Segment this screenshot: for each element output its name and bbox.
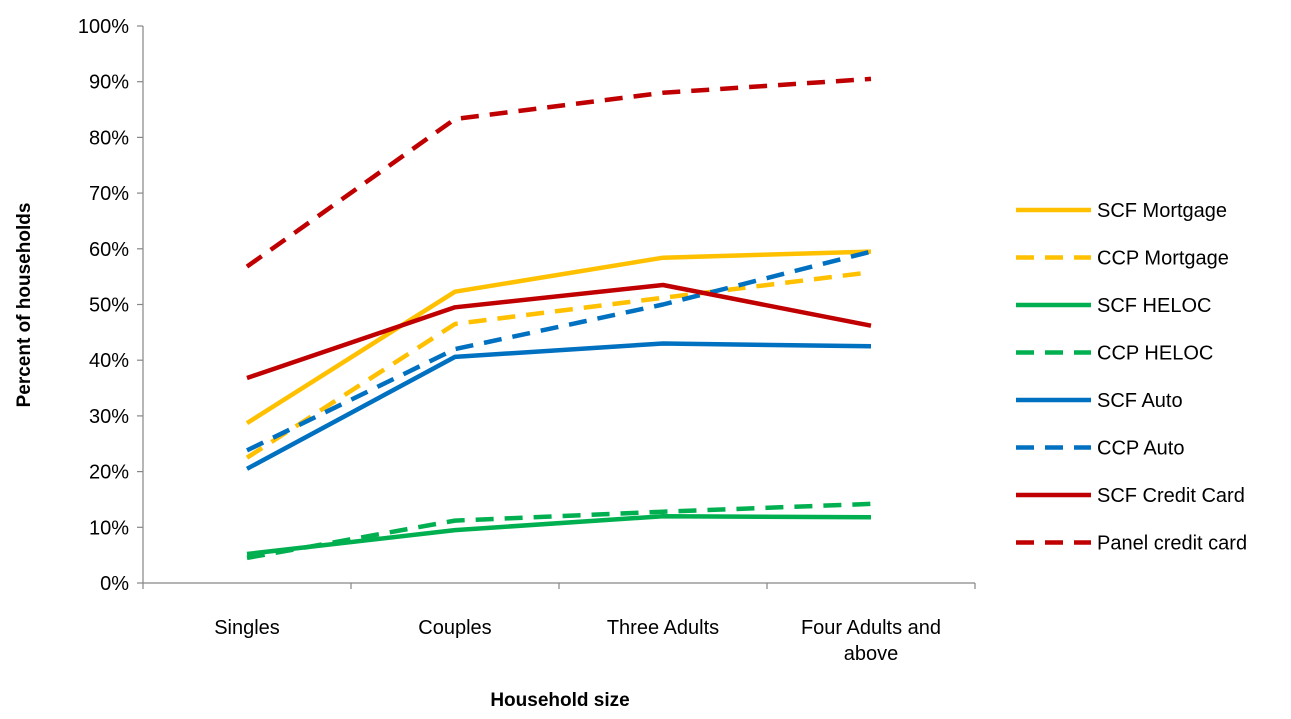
y-tick-label: 30% — [89, 406, 129, 428]
legend-label: SCF HELOC — [1097, 295, 1211, 317]
y-tick-label: 60% — [89, 239, 129, 261]
y-tick-label: 50% — [89, 295, 129, 317]
legend-item: SCF Mortgage — [1016, 200, 1227, 222]
y-tick-label: 40% — [89, 350, 129, 372]
legend-label: CCP Mortgage — [1097, 248, 1229, 270]
legend-label: SCF Auto — [1097, 390, 1183, 412]
legend-item: SCF Auto — [1016, 390, 1183, 412]
legend-label: Panel credit card — [1097, 533, 1247, 555]
legend-item: SCF HELOC — [1016, 295, 1211, 317]
legend-item: CCP HELOC — [1016, 343, 1213, 365]
legend: SCF Mortgage CCP Mortgage SCF HELOC CCP HEL… — [1016, 200, 1247, 555]
legend-item: SCF Credit Card — [1016, 485, 1245, 507]
legend-item: Panel credit card — [1016, 533, 1247, 555]
series-line-scf-credit-card — [246, 282, 872, 381]
x-axis-title: Household size — [490, 690, 629, 711]
y-tick-label: 100% — [78, 16, 129, 38]
series-line-scf-auto — [245, 341, 872, 471]
y-tick-label: 90% — [89, 72, 129, 94]
legend-label: CCP HELOC — [1097, 343, 1213, 365]
x-tick-label: Three Adults — [607, 617, 719, 639]
x-axis: Singles Couples Three Adults Four Adults an… — [142, 582, 976, 665]
y-axis: 0% 10% 20% 30% 40% 50% 60% 70% 80% 90% 100% — [78, 16, 144, 595]
y-tick-label: 10% — [89, 517, 129, 539]
series-line-panel-credit-card — [245, 76, 872, 269]
y-tick-label: 80% — [89, 127, 129, 149]
series-line-scf-heloc — [246, 513, 872, 557]
x-tick-label: Four Adults and above — [801, 617, 941, 665]
y-tick-label: 20% — [89, 462, 129, 484]
legend-label: SCF Mortgage — [1097, 200, 1227, 222]
y-tick-label: 0% — [100, 573, 129, 595]
series-line-ccp-auto — [246, 249, 872, 453]
y-axis-title: Percent of households — [14, 203, 35, 408]
series-line-ccp-heloc — [246, 501, 872, 561]
legend-label: SCF Credit Card — [1097, 485, 1245, 507]
series-line-ccp-mortgage — [245, 269, 872, 460]
x-tick-label: Couples — [418, 617, 491, 639]
legend-label: CCP Auto — [1097, 438, 1184, 460]
legend-item: CCP Mortgage — [1016, 248, 1229, 270]
x-tick-label: Singles — [214, 617, 280, 639]
legend-item: CCP Auto — [1016, 438, 1184, 460]
series-line-scf-mortgage — [245, 249, 872, 426]
y-tick-label: 70% — [89, 183, 129, 205]
series-lines — [245, 76, 872, 561]
